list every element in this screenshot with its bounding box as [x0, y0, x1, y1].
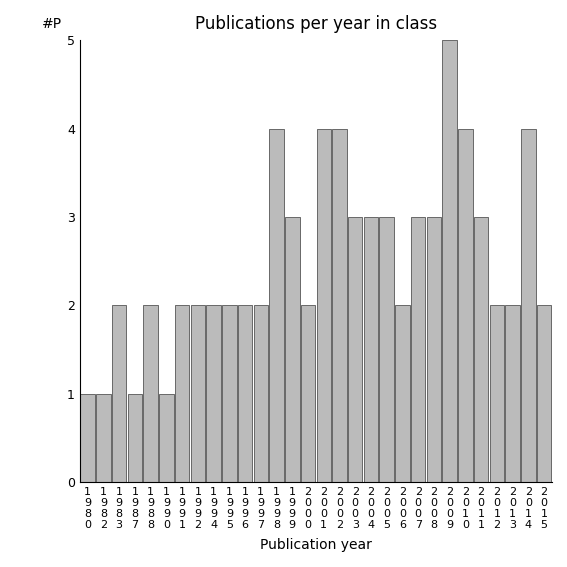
Y-axis label: #P: #P [41, 17, 61, 31]
Bar [364, 217, 378, 483]
Bar [175, 306, 189, 483]
Bar [206, 306, 221, 483]
Bar [442, 40, 457, 483]
Bar [285, 217, 299, 483]
Bar [505, 306, 520, 483]
Bar [96, 394, 111, 483]
Bar [128, 394, 142, 483]
Bar [537, 306, 551, 483]
Bar [253, 306, 268, 483]
Bar [191, 306, 205, 483]
Bar [395, 306, 410, 483]
Bar [379, 217, 394, 483]
Bar [348, 217, 362, 483]
Bar [411, 217, 425, 483]
Title: Publications per year in class: Publications per year in class [195, 15, 437, 33]
Bar [301, 306, 315, 483]
Bar [332, 129, 347, 483]
Bar [222, 306, 236, 483]
Bar [521, 129, 536, 483]
Bar [474, 217, 488, 483]
Bar [238, 306, 252, 483]
Bar [81, 394, 95, 483]
X-axis label: Publication year: Publication year [260, 538, 372, 552]
Bar [427, 217, 441, 483]
Bar [112, 306, 126, 483]
Bar [490, 306, 504, 483]
Bar [316, 129, 331, 483]
Bar [143, 306, 158, 483]
Bar [159, 394, 174, 483]
Bar [458, 129, 473, 483]
Bar [269, 129, 284, 483]
